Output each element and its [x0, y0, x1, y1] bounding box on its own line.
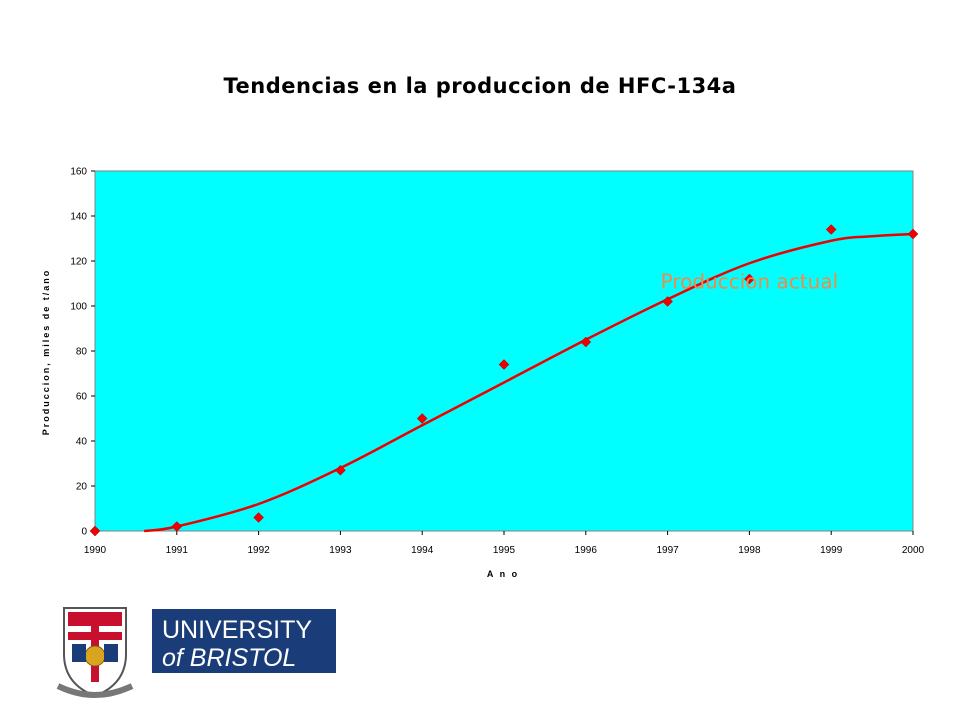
wordmark-of-bristol: of BRISTOL	[162, 644, 296, 672]
university-wordmark: UNIVERSITY of BRISTOL	[152, 609, 336, 673]
annotation-produccion-actual: Produccion actual	[661, 269, 839, 293]
x-tick-label: 1999	[820, 545, 843, 556]
x-tick-label: 1990	[84, 545, 107, 556]
y-axis-title: Produccion, miles de t/ano	[41, 269, 51, 436]
data-point	[416, 413, 428, 424]
x-tick-label: 1996	[575, 545, 598, 556]
y-tick-label: 80	[76, 347, 88, 358]
trendline-layer	[143, 232, 914, 533]
x-tick-label: 1997	[656, 545, 679, 556]
y-tick-label: 160	[70, 167, 87, 178]
x-tick-label: 1998	[738, 545, 761, 556]
axes: 0 20 40 60 80 100 120 140 160 1990 1991 1992 1993 199…	[70, 167, 924, 557]
y-tick-label: 60	[76, 392, 88, 403]
x-tick-label: 2000	[902, 545, 925, 556]
points-layer	[89, 224, 919, 537]
data-point	[335, 464, 346, 476]
data-point	[662, 296, 673, 307]
data-point	[253, 512, 264, 523]
plot-area	[94, 170, 914, 532]
data-point	[498, 359, 510, 370]
data-point	[825, 224, 837, 235]
x-tick-label: 1995	[493, 545, 516, 556]
data-point	[580, 336, 592, 348]
y-tick-label: 140	[70, 212, 87, 223]
x-tick-label: 1992	[247, 545, 270, 556]
y-tick-label: 100	[70, 302, 87, 313]
y-tick-label: 20	[76, 482, 88, 493]
data-point	[907, 228, 919, 240]
x-axis-title: A n o	[487, 569, 519, 579]
x-tick-label: 1994	[411, 545, 434, 556]
university-crest	[56, 607, 134, 698]
data-point	[171, 521, 183, 532]
data-point	[744, 273, 755, 285]
chart-title: Tendencias en la produccion de HFC-134a	[223, 74, 737, 98]
x-tick-label: 1991	[166, 545, 189, 556]
x-tick-label: 1993	[329, 545, 352, 556]
y-tick-label: 40	[76, 437, 88, 448]
university-logos: UNIVERSITY of BRISTOL	[56, 607, 336, 698]
data-point	[89, 525, 101, 537]
wordmark-university: UNIVERSITY	[162, 616, 312, 644]
y-tick-label: 120	[70, 257, 87, 268]
trendline	[143, 232, 914, 533]
y-tick-label: 0	[81, 527, 87, 538]
